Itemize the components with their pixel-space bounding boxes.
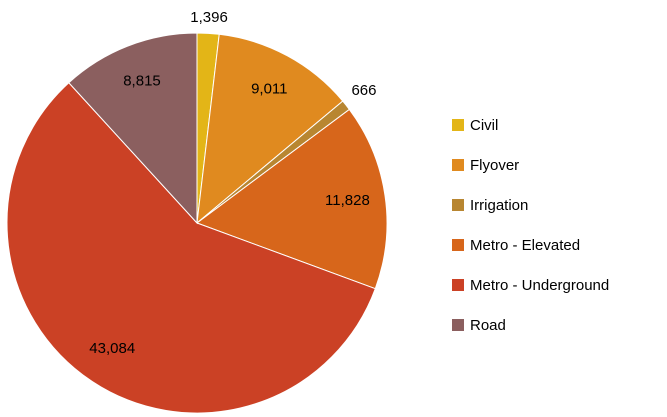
legend-swatch	[452, 199, 464, 211]
pie-slice	[196, 33, 344, 225]
legend-label: Irrigation	[470, 197, 528, 214]
pie-slice	[195, 108, 388, 290]
data-label: 43,084	[89, 340, 135, 357]
legend-label: Metro - Underground	[470, 277, 609, 294]
legend-swatch	[452, 319, 464, 331]
legend-swatch	[452, 239, 464, 251]
pie-slice	[6, 82, 376, 414]
legend-swatch	[452, 279, 464, 291]
pie-slice	[68, 32, 198, 225]
legend-label: Civil	[470, 117, 498, 134]
data-label: 9,011	[251, 80, 287, 97]
data-label: 11,828	[325, 192, 370, 209]
legend-label: Metro - Elevated	[470, 237, 580, 254]
legend-swatch	[452, 119, 464, 131]
data-label: 1,396	[190, 9, 228, 26]
legend-label: Flyover	[470, 157, 519, 174]
legend-label: Road	[470, 317, 506, 334]
legend-swatch	[452, 159, 464, 171]
data-label: 8,815	[123, 72, 161, 89]
data-label: 666	[351, 82, 376, 99]
